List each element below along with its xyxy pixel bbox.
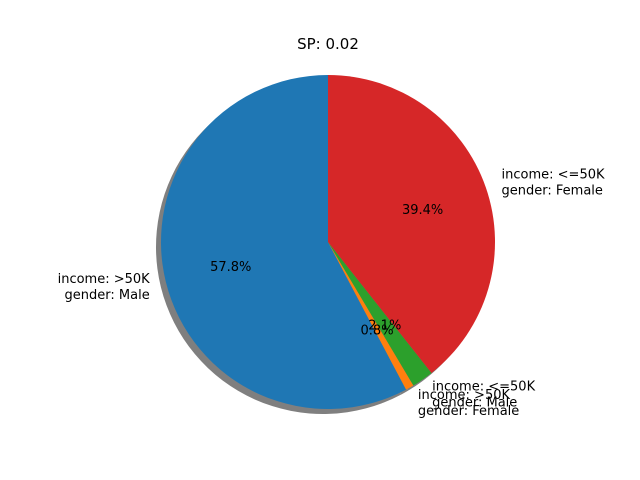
slice-percentage: 57.8% <box>210 260 251 275</box>
pie-slice <box>328 242 432 386</box>
slice-percentage: 0.8% <box>361 323 394 338</box>
slice-label: income: >50K <box>418 388 511 403</box>
pie-slice <box>328 75 496 374</box>
slice-label: income: >50K <box>58 272 151 287</box>
slice-label: gender: Female <box>502 184 603 199</box>
slice-label: income: <=50K <box>432 379 535 394</box>
slice-percentage: 39.4% <box>402 203 443 218</box>
pie-slice <box>328 242 414 390</box>
slice-label: gender: Female <box>418 404 519 419</box>
slice-label: gender: Male <box>65 288 150 303</box>
chart-title: SP: 0.02 <box>297 35 359 53</box>
slice-label: income: <=50K <box>502 168 605 183</box>
pie-slices <box>161 75 496 410</box>
pie-slice <box>161 75 407 410</box>
slice-label: gender: Male <box>432 395 517 410</box>
slice-percentage: 2.1% <box>368 319 401 334</box>
